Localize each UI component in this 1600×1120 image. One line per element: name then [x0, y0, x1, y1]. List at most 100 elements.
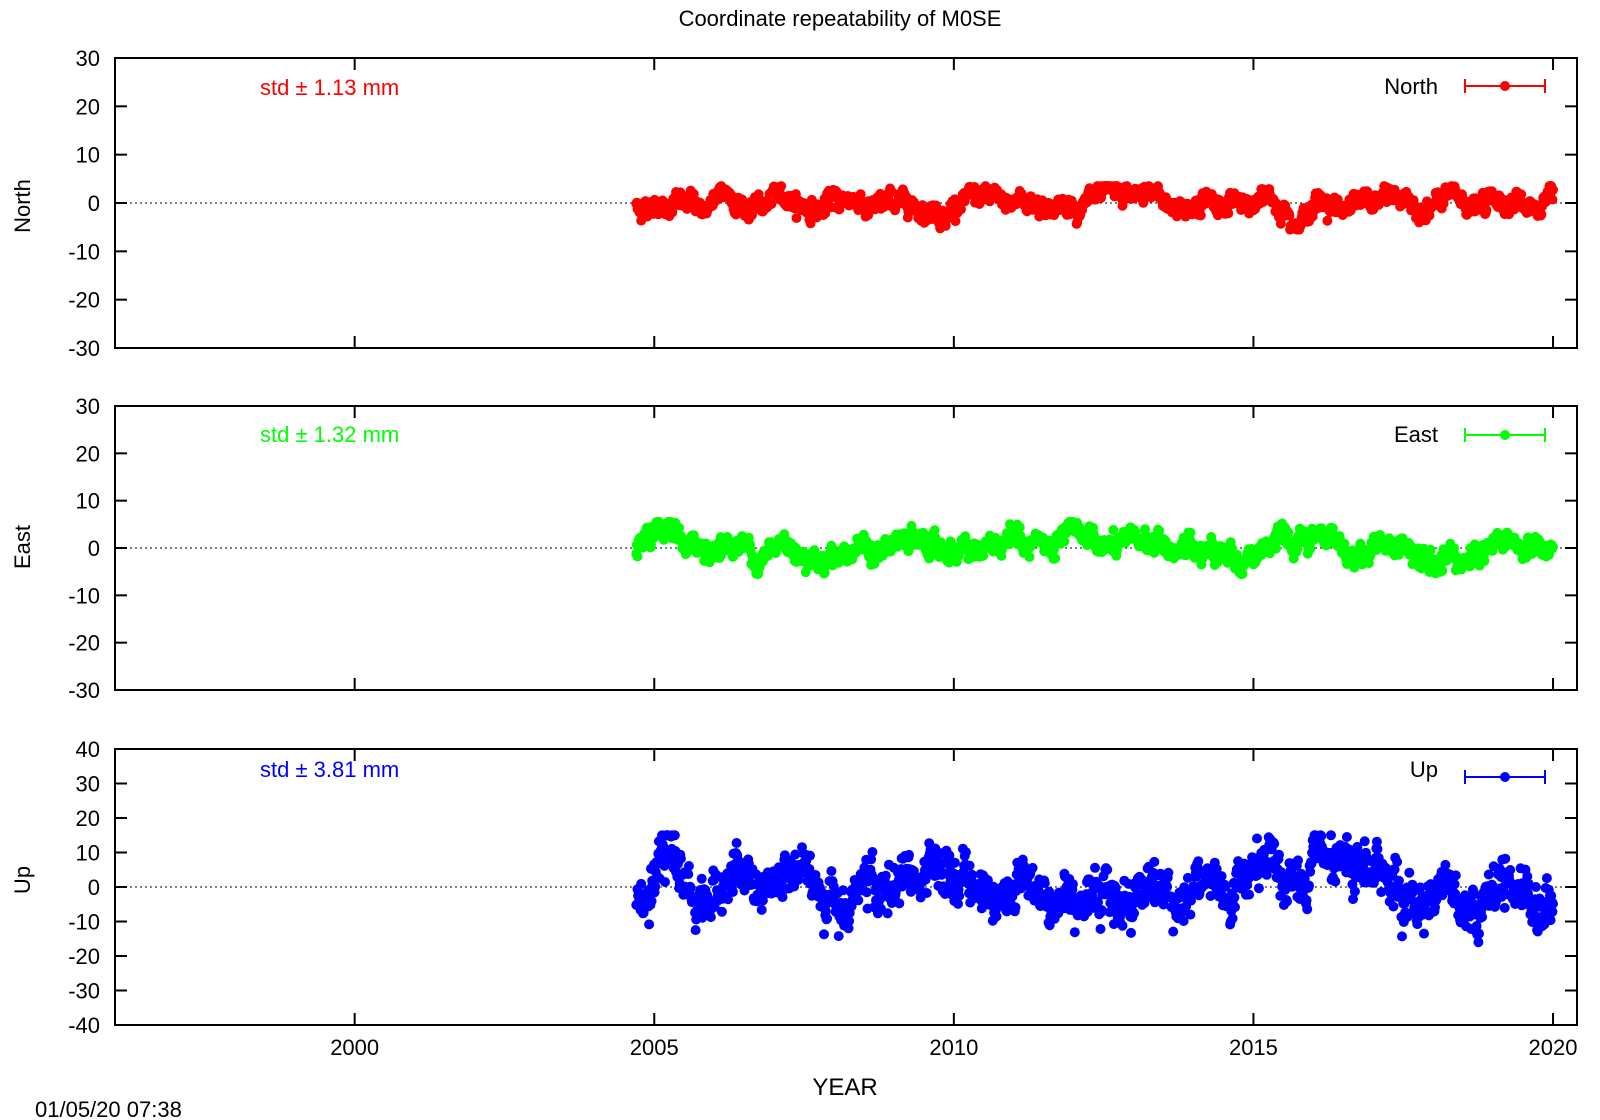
data-point — [1437, 565, 1448, 576]
data-point — [991, 911, 1002, 922]
data-point — [1275, 218, 1286, 229]
data-point — [791, 213, 802, 223]
data-point — [790, 849, 801, 860]
data-point — [1304, 880, 1314, 891]
panel-east-std-label: std ± 1.32 mm — [260, 422, 399, 447]
x-tick-label: 2015 — [1229, 1035, 1278, 1060]
data-point — [922, 870, 933, 880]
data-point — [1095, 924, 1106, 934]
data-point — [846, 901, 857, 912]
data-point — [660, 877, 670, 887]
data-point — [1473, 937, 1484, 948]
data-point — [1149, 856, 1160, 867]
data-point — [1223, 208, 1234, 219]
data-point — [1269, 838, 1280, 849]
data-point — [805, 850, 815, 861]
data-point — [1126, 927, 1136, 938]
data-point — [1027, 862, 1038, 873]
data-point — [929, 525, 940, 536]
data-point — [690, 925, 701, 936]
data-point — [1388, 901, 1399, 912]
x-tick-label: 2005 — [630, 1035, 679, 1060]
data-point — [776, 181, 787, 192]
panel-up-ytick-label: -30 — [68, 979, 100, 1004]
data-point — [1024, 552, 1035, 562]
data-point — [1059, 536, 1070, 547]
data-point — [727, 886, 738, 897]
panel-north-ytick-label: -20 — [68, 288, 100, 313]
x-tick-label: 2010 — [929, 1035, 978, 1060]
data-point — [1163, 867, 1174, 878]
data-point — [867, 847, 878, 857]
data-point — [1359, 836, 1370, 847]
data-point — [683, 861, 694, 871]
panel-east-legend-marker — [1500, 430, 1510, 440]
panel-east-ytick-label: -30 — [68, 678, 100, 703]
data-point — [1477, 912, 1488, 922]
data-point — [675, 853, 686, 864]
data-point — [866, 854, 877, 865]
panel-north-ytick-label: 20 — [76, 94, 100, 119]
data-point — [1039, 878, 1050, 889]
data-point — [1327, 523, 1338, 534]
data-point — [1302, 904, 1313, 915]
data-point — [1014, 522, 1025, 533]
data-point — [1244, 889, 1255, 900]
panel-up-series — [631, 830, 1558, 948]
data-point — [1082, 540, 1092, 551]
data-point — [1547, 194, 1558, 205]
data-point — [953, 898, 963, 909]
data-point — [1330, 876, 1341, 887]
data-point — [696, 873, 707, 884]
data-point — [1253, 883, 1264, 894]
panel-east-ytick-label: 0 — [88, 536, 100, 561]
data-point — [833, 931, 844, 942]
data-point — [1271, 543, 1281, 554]
data-point — [1093, 897, 1103, 908]
data-point — [1186, 895, 1196, 906]
data-point — [1479, 555, 1490, 566]
data-point — [1348, 894, 1358, 905]
data-point — [636, 878, 647, 889]
panel-up-ytick-label: 30 — [76, 772, 100, 797]
data-point — [1316, 831, 1327, 841]
panel-up-ytick-label: 0 — [88, 875, 100, 900]
panel-up-legend-marker — [1500, 772, 1510, 782]
data-point — [1449, 879, 1460, 890]
panel-north-ytick-label: 10 — [76, 143, 100, 168]
data-point — [1481, 205, 1492, 215]
panel-north-ytick-label: -10 — [68, 239, 100, 264]
x-tick-label: 2000 — [330, 1035, 379, 1060]
data-point — [716, 906, 727, 917]
data-point — [826, 866, 837, 877]
data-point — [1499, 902, 1510, 913]
data-point — [1230, 902, 1240, 913]
data-point — [1067, 879, 1078, 890]
data-point — [1301, 895, 1312, 906]
data-point — [669, 830, 680, 841]
data-point — [964, 860, 975, 871]
data-point — [1293, 855, 1303, 866]
data-point — [1284, 210, 1295, 221]
data-point — [804, 864, 815, 874]
data-point — [1220, 881, 1231, 892]
data-point — [1227, 913, 1238, 924]
data-point — [1349, 886, 1360, 897]
panel-up-ytick-label: 10 — [76, 841, 100, 866]
data-point — [650, 881, 661, 892]
data-point — [1283, 527, 1294, 538]
panel-east-ytick-label: 30 — [76, 394, 100, 419]
data-point — [793, 874, 804, 885]
panel-up-ytick-label: -10 — [68, 910, 100, 935]
data-point — [1305, 866, 1316, 877]
data-point — [1547, 906, 1558, 917]
data-point — [1282, 896, 1292, 907]
panel-up-ytick-label: -20 — [68, 944, 100, 969]
data-point — [954, 890, 965, 901]
data-point — [880, 870, 891, 881]
panel-north-ytick-label: 0 — [88, 191, 100, 216]
data-point — [1096, 905, 1107, 916]
data-point — [1216, 871, 1227, 882]
panel-north: North std ± 1.13 mm North -30-20-1001020… — [10, 46, 1578, 361]
x-axis: 2000 2005 2010 2015 2020 — [330, 1035, 1577, 1060]
